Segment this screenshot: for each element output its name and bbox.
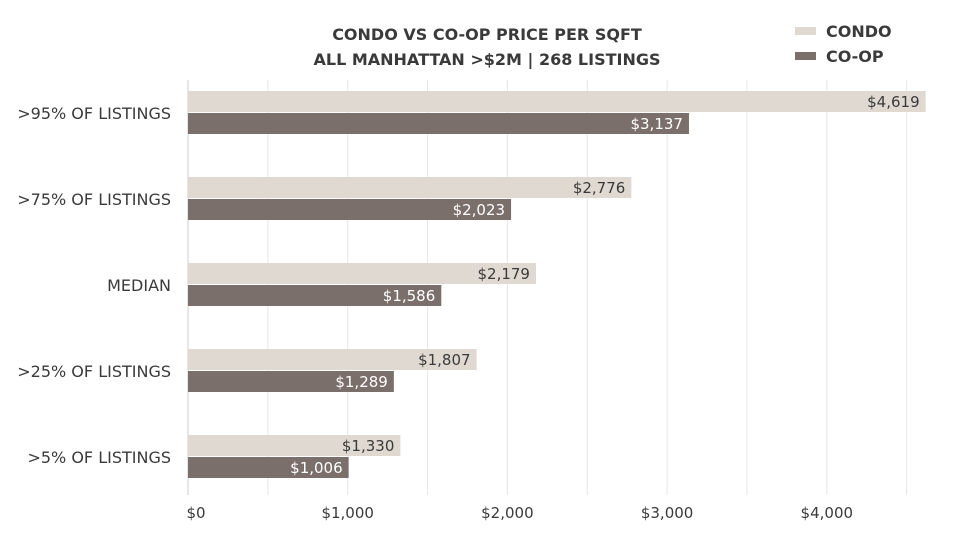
- condo-bar: [188, 177, 632, 198]
- x-tick-label: $4,000: [801, 504, 854, 522]
- chart-title-line-1: CONDO VS CO-OP PRICE PER SQFT: [332, 25, 642, 44]
- y-axis: >95% OF LISTINGS >75% OF LISTINGS MEDIAN >2…: [17, 104, 171, 467]
- category-label: >75% OF LISTINGS: [17, 190, 171, 209]
- coop-bar: [188, 457, 349, 478]
- coop-bar: [188, 199, 512, 220]
- x-tick-label: $3,000: [641, 504, 694, 522]
- x-tick-label: $1,000: [321, 504, 374, 522]
- legend-label: CO-OP: [826, 47, 884, 66]
- x-axis: $0 $1,000 $2,000 $3,000 $4,000: [186, 504, 853, 522]
- x-tick-label: $0: [186, 504, 205, 522]
- coop-bar: [188, 371, 394, 392]
- data-label: $2,179: [477, 265, 530, 283]
- data-label: $1,807: [418, 351, 471, 369]
- data-label: $2,023: [453, 201, 506, 219]
- chart-title-line-2: ALL MANHATTAN >$2M | 268 LISTINGS: [314, 50, 661, 70]
- legend: CONDO CO-OP: [795, 22, 892, 66]
- condo-bar: [188, 435, 401, 456]
- legend-swatch: [795, 52, 816, 60]
- category-label: >25% OF LISTINGS: [17, 362, 171, 381]
- category-label: MEDIAN: [107, 276, 171, 295]
- data-label: $1,330: [342, 437, 395, 455]
- data-label: $4,619: [867, 93, 920, 111]
- data-label: $1,289: [335, 373, 388, 391]
- data-label: $3,137: [630, 115, 683, 133]
- coop-bar: [188, 113, 689, 134]
- category-label: >5% OF LISTINGS: [27, 448, 171, 467]
- data-label: $1,006: [290, 459, 343, 477]
- coop-bar: [188, 285, 442, 306]
- data-label: $2,776: [573, 179, 626, 197]
- legend-swatch: [795, 27, 816, 35]
- gridlines: [187, 80, 908, 495]
- legend-label: CONDO: [826, 22, 892, 41]
- condo-bar: [188, 349, 477, 370]
- condo-bar: [188, 91, 926, 112]
- data-label: $1,586: [383, 287, 436, 305]
- x-tick-label: $2,000: [481, 504, 534, 522]
- condo-bar: [188, 263, 536, 284]
- bars: $4,619 $3,137 $2,776 $2,023 $2,179 $1,586 $1,8…: [188, 91, 926, 478]
- category-label: >95% OF LISTINGS: [17, 104, 171, 123]
